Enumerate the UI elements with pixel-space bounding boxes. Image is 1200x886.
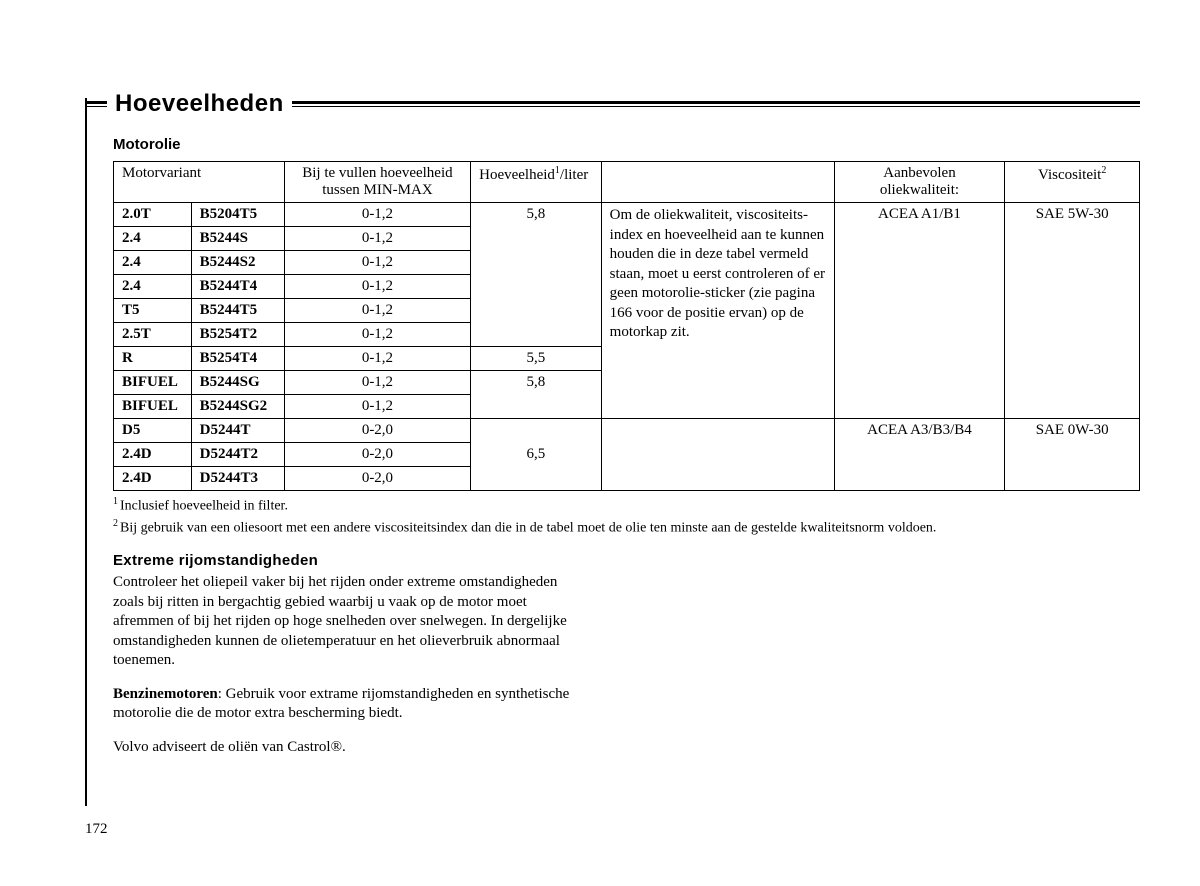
col-header-fill: Bij te vullen hoeveelheid tussen MIN-MAX xyxy=(284,162,470,203)
cell-quantity-group1: 5,8 xyxy=(471,203,602,347)
header-text: Motorvariant xyxy=(122,165,201,181)
table-header-row: Motorvariant Bij te vullen hoeveelheid t… xyxy=(114,162,1140,203)
cell-recommended-group2: ACEA A3/B3/B4 xyxy=(834,419,1005,491)
cell-note-empty xyxy=(601,419,834,491)
vertical-rule xyxy=(85,98,87,806)
cell-variant-b: B5204T5 xyxy=(191,203,284,227)
cell-variant-a: D5 xyxy=(114,419,192,443)
header-text: tussen MIN-MAX xyxy=(322,182,432,198)
header-superscript: 2 xyxy=(1101,165,1106,176)
cell-quantity-group2: 6,5 xyxy=(471,419,602,491)
header-text: Bij te vullen hoeveelheid xyxy=(302,165,452,181)
cell-fill: 0-1,2 xyxy=(284,251,470,275)
footnote-1: 1Inclusief hoeveelheid in filter. xyxy=(113,495,1140,517)
cell-variant-a: T5 xyxy=(114,299,192,323)
cell-variant-b: D5244T2 xyxy=(191,443,284,467)
col-header-recommended: Aanbevolen oliekwaliteit: xyxy=(834,162,1005,203)
cell-variant-a: R xyxy=(114,347,192,371)
cell-variant-a: 2.4 xyxy=(114,227,192,251)
cell-fill: 0-1,2 xyxy=(284,227,470,251)
footnotes: 1Inclusief hoeveelheid in filter. 2Bij g… xyxy=(113,495,1140,538)
col-header-quantity: Hoeveelheid1/liter xyxy=(471,162,602,203)
cell-variant-b: D5244T xyxy=(191,419,284,443)
cell-variant-a: 2.4D xyxy=(114,467,192,491)
content-area: Motorolie Motorvariant Bij te vullen hoe… xyxy=(113,136,1140,757)
cell-fill: 0-2,0 xyxy=(284,419,470,443)
header-text: Aanbevolen xyxy=(883,165,955,181)
col-header-note-spacer xyxy=(601,162,834,203)
footnote-text: Bij gebruik van een oliesoort met een an… xyxy=(120,520,936,535)
cell-variant-b: B5244T4 xyxy=(191,275,284,299)
cell-viscosity-group2: SAE 0W-30 xyxy=(1005,419,1140,491)
cell-variant-a: 2.0T xyxy=(114,203,192,227)
cell-variant-b: B5244SG xyxy=(191,371,284,395)
table-row: D5 D5244T 0-2,0 6,5 ACEA A3/B3/B4 SAE 0W… xyxy=(114,419,1140,443)
cell-recommended-group1: ACEA A1/B1 xyxy=(834,203,1005,419)
header-text: Viscositeit xyxy=(1038,167,1101,183)
page-title-row: Hoeveelheden xyxy=(85,90,1140,118)
cell-variant-b: D5244T3 xyxy=(191,467,284,491)
cell-variant-a: BIFUEL xyxy=(114,371,192,395)
cell-fill: 0-1,2 xyxy=(284,323,470,347)
page-title: Hoeveelheden xyxy=(113,90,286,118)
footnote-2: 2Bij gebruik van een oliesoort met een a… xyxy=(113,517,1140,539)
header-text: /liter xyxy=(560,167,588,183)
header-text: Hoeveelheid xyxy=(479,167,555,183)
cell-fill: 0-1,2 xyxy=(284,395,470,419)
section-title-motorolie: Motorolie xyxy=(113,136,1140,153)
cell-variant-a: 2.5T xyxy=(114,323,192,347)
cell-fill: 0-1,2 xyxy=(284,347,470,371)
col-header-viscosity: Viscositeit2 xyxy=(1005,162,1140,203)
cell-fill: 0-1,2 xyxy=(284,371,470,395)
paragraph-extreme-2: Benzinemotoren: Gebruik voor extrame rij… xyxy=(113,685,583,724)
cell-variant-b: B5244S2 xyxy=(191,251,284,275)
cell-fill: 0-1,2 xyxy=(284,275,470,299)
cell-fill: 0-2,0 xyxy=(284,443,470,467)
document-page: Hoeveelheden Motorolie Motorvariant Bij … xyxy=(0,0,1200,886)
cell-fill: 0-1,2 xyxy=(284,299,470,323)
cell-viscosity-group1: SAE 5W-30 xyxy=(1005,203,1140,419)
cell-variant-b: B5244S xyxy=(191,227,284,251)
cell-quantity-r8: 5,8 xyxy=(471,371,602,419)
paragraph-extreme-3: Volvo adviseert de oliën van Castrol®. xyxy=(113,738,583,758)
subheading-extreme: Extreme rijomstandigheden xyxy=(113,552,1140,569)
cell-variant-a: 2.4 xyxy=(114,275,192,299)
footnote-text: Inclusief hoeveelheid in filter. xyxy=(120,499,288,514)
cell-variant-a: BIFUEL xyxy=(114,395,192,419)
col-header-motorvariant: Motorvariant xyxy=(114,162,285,203)
cell-quality-note: Om de oliekwaliteit, viscositeits-index … xyxy=(601,203,834,419)
cell-variant-a: 2.4 xyxy=(114,251,192,275)
cell-quantity-r7: 5,5 xyxy=(471,347,602,371)
cell-fill: 0-1,2 xyxy=(284,203,470,227)
table-row: 2.0T B5204T5 0-1,2 5,8 Om de oliekwalite… xyxy=(114,203,1140,227)
title-rule-right xyxy=(292,101,1140,107)
cell-text: 6,5 xyxy=(527,446,546,462)
motorolie-table: Motorvariant Bij te vullen hoeveelheid t… xyxy=(113,161,1140,491)
inline-bold: Benzinemotoren xyxy=(113,686,218,702)
page-number: 172 xyxy=(85,821,108,838)
paragraph-extreme-1: Controleer het oliepeil vaker bij het ri… xyxy=(113,573,583,671)
cell-variant-a: 2.4D xyxy=(114,443,192,467)
title-rule-left xyxy=(85,101,107,107)
cell-variant-b: B5254T2 xyxy=(191,323,284,347)
cell-variant-b: B5244SG2 xyxy=(191,395,284,419)
cell-variant-b: B5254T4 xyxy=(191,347,284,371)
cell-variant-b: B5244T5 xyxy=(191,299,284,323)
cell-fill: 0-2,0 xyxy=(284,467,470,491)
header-text: oliekwaliteit: xyxy=(880,182,959,198)
